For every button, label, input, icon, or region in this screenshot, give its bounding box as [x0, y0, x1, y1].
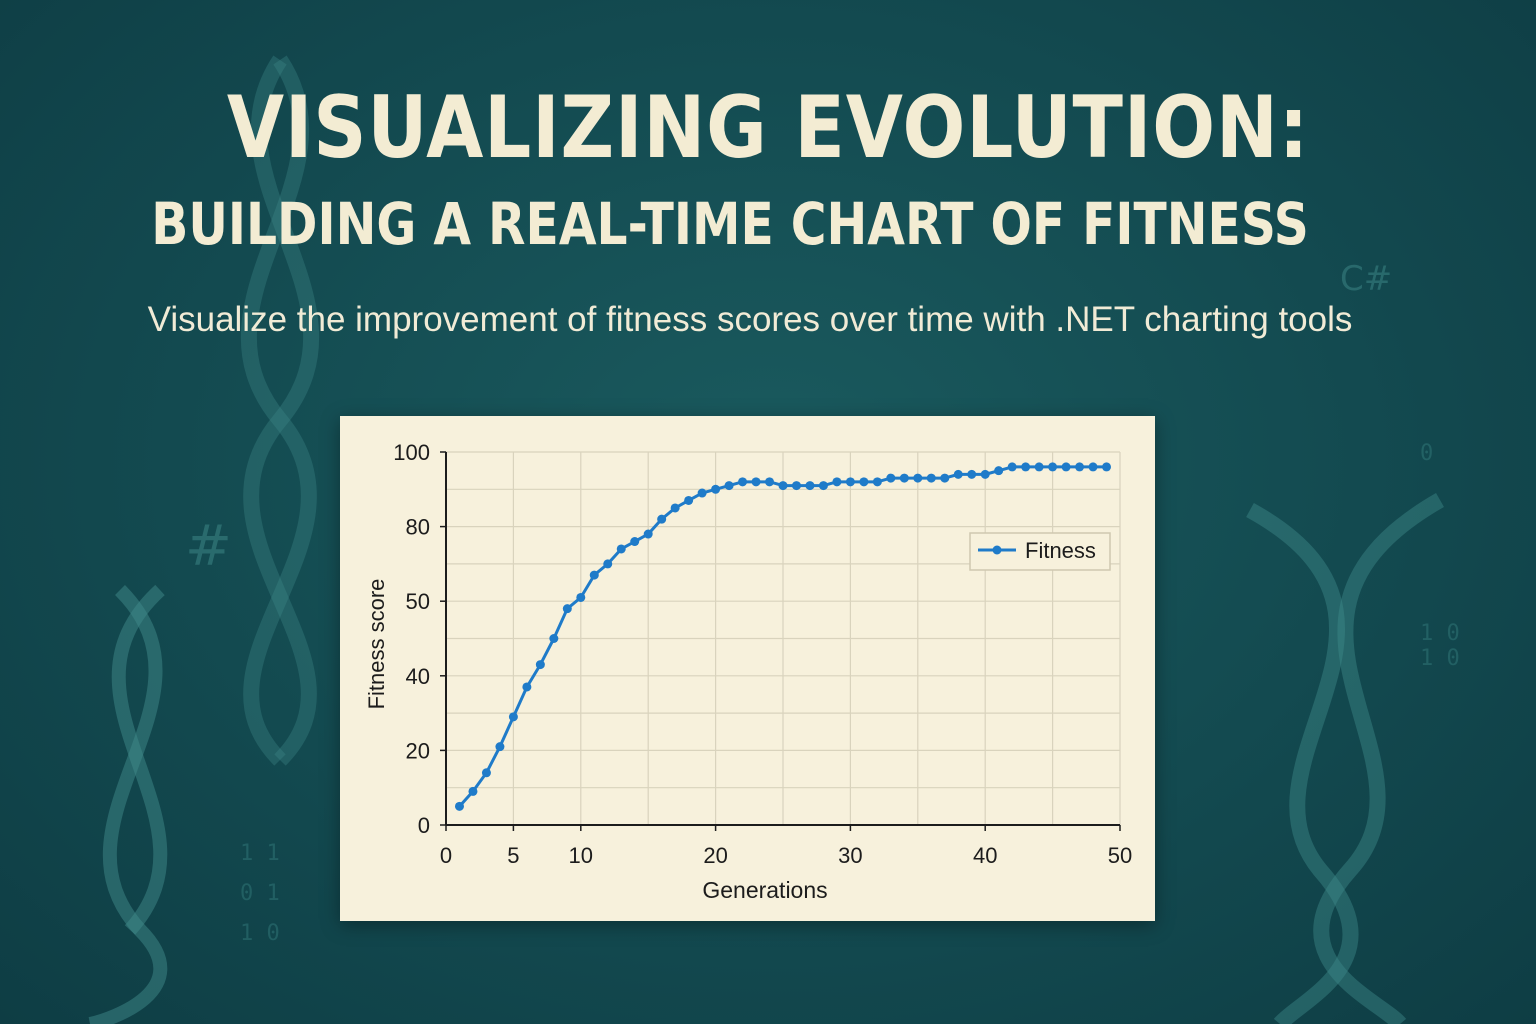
data-point: [738, 477, 748, 487]
dna-helix-icon: [1246, 493, 1444, 1024]
data-point: [684, 495, 694, 505]
data-point: [1007, 462, 1017, 472]
data-point: [468, 786, 478, 796]
data-point: [670, 503, 680, 513]
data-point: [562, 604, 572, 614]
data-point: [535, 660, 545, 670]
data-point: [724, 481, 734, 491]
data-point: [751, 477, 761, 487]
data-point: [832, 477, 842, 487]
data-point: [940, 473, 950, 483]
data-point: [778, 481, 788, 491]
x-tick-label: 0: [440, 843, 452, 868]
data-point: [886, 473, 896, 483]
x-tick-label: 10: [569, 843, 593, 868]
data-point: [994, 466, 1004, 476]
page-title-line2: BUILDING A REAL-TIME CHART OF FITNESS: [151, 190, 1309, 258]
data-point: [967, 469, 977, 479]
data-point: [603, 559, 613, 569]
data-point: [616, 544, 626, 554]
y-tick-label: 100: [393, 440, 430, 465]
data-point: [1075, 462, 1085, 472]
data-point: [481, 768, 491, 778]
data-point: [805, 481, 815, 491]
data-point: [454, 801, 464, 811]
x-tick-label: 40: [973, 843, 997, 868]
y-tick-label: 20: [406, 738, 430, 763]
data-point: [643, 529, 653, 539]
data-point: [765, 477, 775, 487]
chart-grid: [445, 451, 1121, 826]
chart-axes: [445, 452, 1120, 826]
data-point: [508, 712, 518, 722]
dna-helix-icon: [240, 55, 320, 766]
svg-text:1 0: 1 0: [1420, 621, 1460, 646]
hash-symbol: #: [185, 514, 232, 579]
chart-tick-labels: 0 5 10 20 30 40 50 0 20 40 50 80 100: [393, 440, 1132, 868]
data-point: [791, 481, 801, 491]
data-point: [522, 682, 532, 692]
csharp-logo: C#: [1340, 259, 1392, 299]
data-point: [711, 484, 721, 494]
chart-card: 0 5 10 20 30 40 50 0 20 40 50 80 100 Generations Fit…: [340, 416, 1155, 921]
data-point: [1021, 462, 1031, 472]
x-tick-label: 50: [1108, 843, 1132, 868]
data-point: [899, 473, 909, 483]
binary-digits: 1 0 1 0 0 1 1 0 1 1 0: [240, 441, 1460, 946]
data-point: [1088, 462, 1098, 472]
data-point: [913, 473, 923, 483]
svg-text:1 0: 1 0: [240, 921, 280, 946]
y-axis-label: Fitness score: [364, 579, 389, 710]
data-point: [980, 469, 990, 479]
data-point: [872, 477, 882, 487]
data-point: [589, 570, 599, 580]
fitness-chart: 0 5 10 20 30 40 50 0 20 40 50 80 100 Generations Fit…: [364, 440, 1132, 903]
data-point: [859, 477, 869, 487]
page-subtitle: Visualize the improvement of fitness sco…: [147, 300, 1353, 339]
x-tick-label: 30: [838, 843, 862, 868]
legend-marker: [992, 545, 1002, 555]
data-point: [576, 592, 586, 602]
fitness-series: [454, 462, 1112, 811]
svg-text:0: 0: [1420, 441, 1433, 466]
y-tick-label: 80: [406, 515, 430, 540]
page-title: VISUALIZING EVOLUTION:: [226, 78, 1310, 178]
data-point: [926, 473, 936, 483]
data-point: [1048, 462, 1058, 472]
data-point: [549, 634, 559, 643]
data-point: [657, 514, 667, 524]
data-point: [1061, 462, 1071, 472]
x-tick-label: 5: [507, 843, 519, 868]
data-point: [818, 481, 828, 491]
svg-text:1 1: 1 1: [240, 841, 280, 866]
x-axis-label: Generations: [702, 877, 827, 903]
data-point: [845, 477, 855, 487]
legend-label: Fitness: [1025, 538, 1096, 563]
y-tick-label: 40: [406, 664, 430, 689]
y-tick-label: 50: [406, 589, 430, 614]
data-point: [495, 742, 505, 752]
chart-legend: Fitness: [969, 532, 1111, 571]
data-point: [1102, 462, 1112, 472]
data-point: [953, 469, 963, 479]
y-tick-label: 0: [418, 813, 430, 838]
data-point: [1034, 462, 1044, 472]
data-point: [697, 488, 707, 498]
svg-text:0 1: 0 1: [240, 881, 280, 906]
x-tick-label: 20: [703, 843, 727, 868]
svg-text:1 0: 1 0: [1420, 646, 1460, 671]
data-point: [630, 537, 640, 547]
dna-helix-icon: [88, 584, 168, 1024]
